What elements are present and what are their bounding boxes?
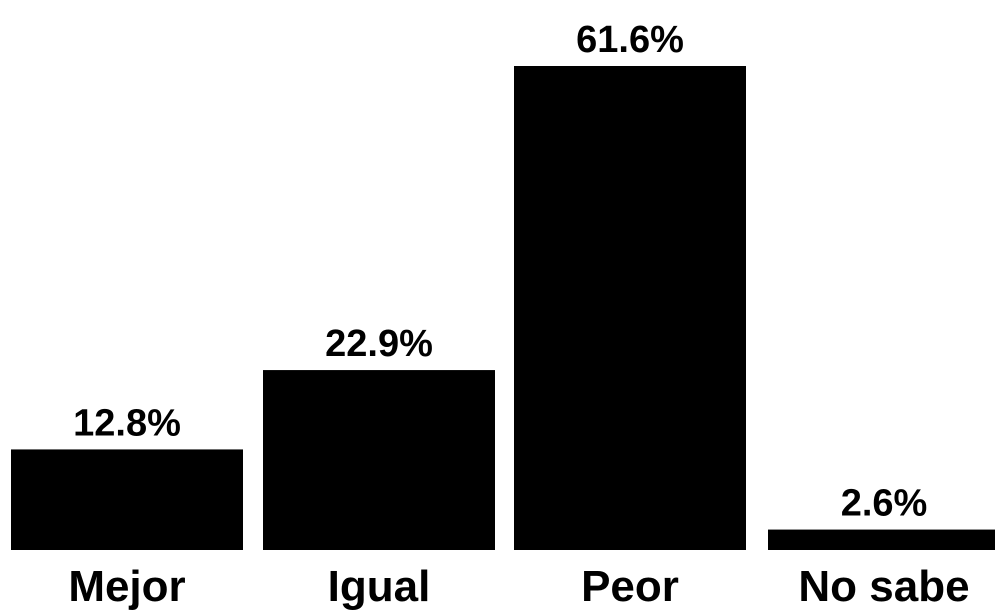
value-labels-group: 12.8% 22.9% 61.6% 2.6% [73, 19, 927, 525]
value-label-no-sabe: 2.6% [841, 483, 928, 525]
bar-igual [263, 370, 495, 550]
value-label-mejor: 12.8% [73, 402, 181, 444]
category-labels-group: Mejor Igual Peor No sabe [68, 562, 969, 611]
category-label-no-sabe: No sabe [798, 562, 969, 611]
bar-no-sabe [768, 529, 995, 550]
bars-group [11, 66, 995, 550]
value-label-igual: 22.9% [325, 323, 433, 365]
category-label-peor: Peor [581, 562, 679, 611]
bar-mejor [11, 449, 243, 550]
value-label-peor: 61.6% [576, 19, 684, 61]
category-label-mejor: Mejor [68, 562, 185, 611]
bar-peor [514, 66, 746, 550]
category-label-igual: Igual [328, 562, 431, 611]
